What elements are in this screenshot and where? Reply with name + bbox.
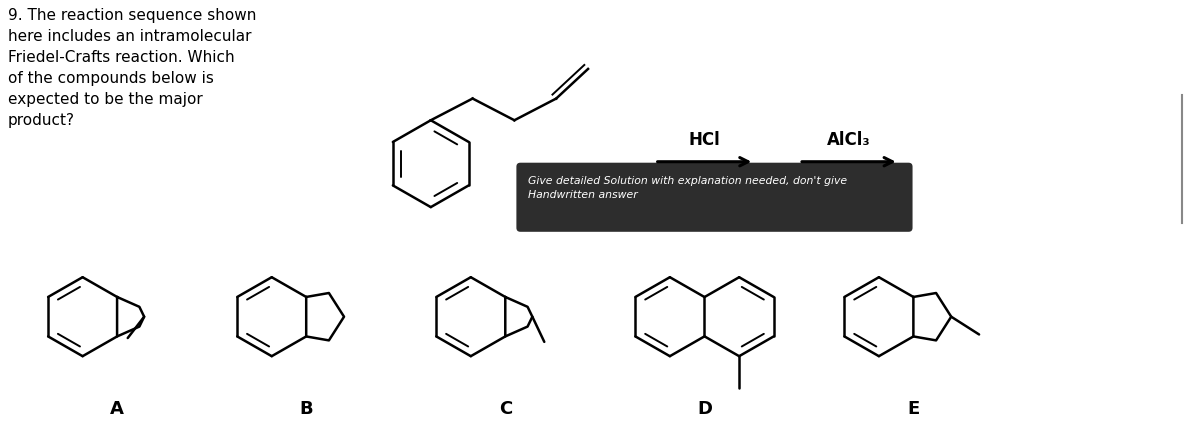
- Text: C: C: [499, 401, 512, 418]
- Text: A: A: [110, 401, 124, 418]
- FancyBboxPatch shape: [516, 163, 912, 232]
- Text: E: E: [907, 401, 919, 418]
- Text: HCl: HCl: [689, 131, 720, 149]
- Text: 9. The reaction sequence shown
here includes an intramolecular
Friedel-Crafts re: 9. The reaction sequence shown here incl…: [7, 8, 256, 128]
- Text: D: D: [697, 401, 712, 418]
- Text: Give detailed Solution with explanation needed, don't give
Handwritten answer: Give detailed Solution with explanation …: [528, 175, 847, 200]
- Text: AlCl₃: AlCl₃: [827, 131, 871, 149]
- Text: B: B: [300, 401, 313, 418]
